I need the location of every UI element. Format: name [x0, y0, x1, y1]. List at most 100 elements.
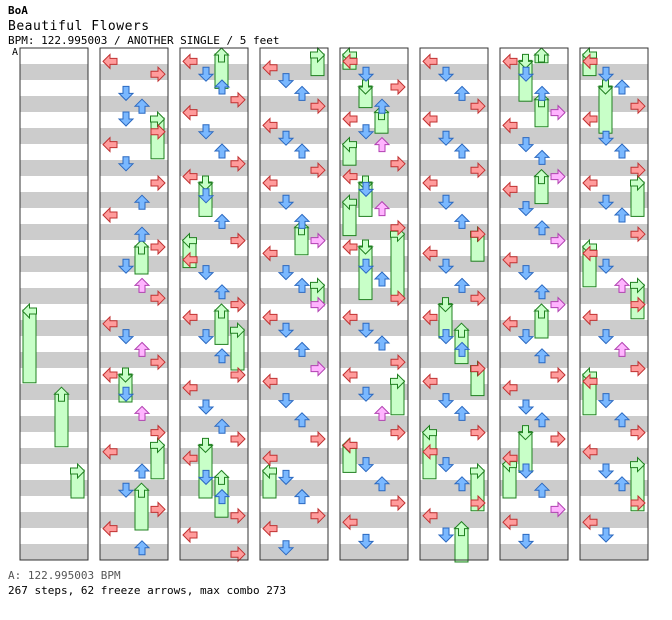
beat-band	[260, 352, 328, 368]
beat-band	[260, 480, 328, 496]
artist-name: BoA	[8, 4, 28, 17]
step-arrow-left	[502, 181, 518, 198]
beat-band	[420, 352, 488, 368]
step-arrow-left	[182, 449, 198, 467]
step-arrow-right	[150, 174, 166, 192]
step-arrow-right	[150, 501, 166, 518]
beat-band	[260, 384, 328, 400]
beat-band	[20, 64, 88, 80]
beat-band	[420, 544, 488, 560]
step-chart	[19, 46, 649, 563]
freeze-head	[470, 462, 486, 480]
step-arrow-left	[262, 174, 278, 192]
beat-band	[180, 416, 248, 432]
step-arrow-left	[182, 251, 198, 269]
step-arrow-right	[310, 507, 326, 525]
step-arrow-left	[262, 309, 278, 326]
step-arrow-right	[310, 430, 326, 448]
step-arrow-right	[310, 97, 326, 115]
step-arrow-up	[133, 341, 151, 357]
step-arrow-left	[342, 437, 358, 454]
freeze-head	[213, 303, 230, 319]
step-arrow-right	[630, 161, 646, 179]
freeze-head	[70, 462, 86, 480]
step-arrow-left	[342, 309, 358, 326]
step-arrow-up	[213, 79, 231, 95]
step-arrow-right	[230, 545, 246, 563]
step-arrow-up	[213, 143, 231, 159]
step-arrow-right	[630, 494, 646, 512]
step-arrow-right	[390, 289, 406, 307]
step-arrow-up	[213, 348, 231, 364]
step-arrow-down	[277, 265, 295, 281]
step-arrow-right	[550, 366, 566, 384]
step-arrow-down	[357, 457, 375, 473]
step-arrow-left	[102, 520, 118, 537]
step-arrow-down	[597, 194, 615, 210]
step-arrow-down	[357, 533, 375, 550]
step-arrow-right	[150, 238, 166, 256]
beat-band	[100, 256, 168, 272]
chart-column	[179, 47, 249, 561]
step-arrow-down	[357, 386, 375, 402]
step-arrow-left	[422, 443, 438, 461]
step-arrow-up	[453, 85, 471, 101]
freeze-head	[230, 321, 246, 339]
step-arrow-up	[373, 476, 391, 492]
freeze-head	[533, 168, 550, 185]
step-arrow-right	[310, 360, 326, 377]
step-arrow-right	[150, 289, 166, 307]
step-arrow-left	[582, 309, 598, 326]
beat-band	[260, 544, 328, 560]
step-arrow-down	[597, 130, 615, 146]
step-arrow-down	[117, 386, 135, 402]
step-arrow-up	[133, 98, 151, 114]
step-arrow-down	[517, 265, 535, 281]
beat-band	[260, 256, 328, 272]
beat-band	[20, 512, 88, 528]
step-arrow-left	[182, 104, 198, 121]
step-arrow-down	[197, 399, 215, 415]
freeze-head	[453, 520, 470, 537]
step-arrow-down	[277, 469, 295, 486]
freeze-head	[197, 437, 214, 454]
step-arrow-down	[197, 66, 215, 82]
step-arrow-left	[102, 315, 118, 333]
step-arrow-left	[182, 309, 198, 326]
beat-band	[500, 64, 568, 80]
step-arrow-down	[117, 156, 135, 172]
beat-band	[580, 384, 648, 400]
step-arrow-up	[133, 405, 151, 421]
step-arrow-right	[150, 65, 166, 83]
step-arrow-right	[550, 296, 566, 313]
beat-band	[500, 224, 568, 240]
chart-column	[19, 47, 89, 561]
step-arrow-right	[630, 225, 646, 243]
step-arrow-right	[470, 289, 486, 307]
step-arrow-down	[197, 469, 215, 486]
step-arrow-left	[342, 513, 358, 531]
beat-band	[180, 480, 248, 496]
step-arrow-up	[533, 348, 551, 364]
step-arrow-up	[293, 213, 311, 229]
step-arrow-down	[277, 540, 295, 556]
step-arrow-up	[293, 85, 311, 101]
freeze-head	[53, 386, 70, 402]
footer-stats: 267 steps, 62 freeze arrows, max combo 2…	[8, 584, 287, 597]
step-arrow-down	[517, 533, 535, 550]
step-arrow-left	[102, 206, 118, 224]
beat-band	[20, 160, 88, 176]
step-arrow-down	[597, 527, 615, 543]
beat-band	[500, 160, 568, 176]
step-arrow-down	[277, 73, 295, 89]
step-arrow-left	[102, 443, 118, 461]
step-arrow-down	[197, 124, 215, 140]
step-arrow-right	[630, 360, 646, 377]
step-arrow-left	[582, 53, 598, 70]
step-arrow-down	[357, 181, 375, 198]
freeze-head	[421, 424, 437, 441]
beat-band	[100, 544, 168, 560]
step-arrow-left	[422, 53, 438, 70]
step-arrow-left	[342, 168, 358, 185]
step-arrow-right	[310, 161, 326, 179]
